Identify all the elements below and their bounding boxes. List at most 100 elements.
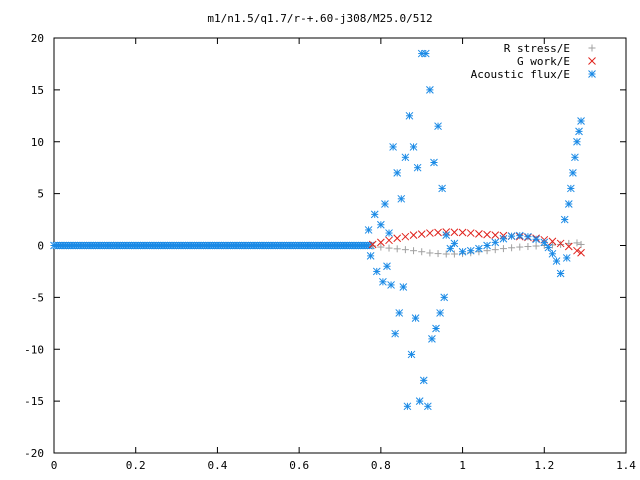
data-point-cross (483, 230, 491, 239)
data-point-cross (466, 229, 475, 237)
data-point-cross (377, 238, 385, 247)
data-point-star (566, 184, 575, 193)
data-point-star (393, 169, 402, 177)
data-point-star (532, 235, 540, 244)
data-point-star (381, 200, 389, 208)
data-point-star (428, 335, 436, 343)
data-point-star (573, 137, 581, 146)
data-point-cross (491, 231, 500, 239)
data-point-star (524, 232, 532, 241)
data-point-star (391, 329, 400, 338)
data-point-star (387, 281, 395, 289)
y-tick-label: 20 (31, 32, 44, 45)
y-tick-label: -15 (24, 395, 44, 408)
data-point-plus (401, 246, 409, 254)
data-point-star (466, 246, 475, 255)
data-point-star (434, 122, 442, 131)
data-point-plus (524, 243, 532, 251)
data-point-star (569, 169, 577, 177)
data-point-star (571, 153, 579, 162)
x-tick-label: 0.8 (371, 459, 391, 472)
data-point-star (483, 241, 491, 250)
data-point-star (426, 86, 434, 94)
data-point-star (405, 111, 414, 120)
data-point-plus (393, 245, 401, 253)
y-tick-label: -5 (31, 291, 44, 304)
data-point-cross (393, 234, 402, 243)
y-tick-label: 10 (31, 136, 44, 149)
data-point-star (560, 215, 569, 224)
data-point-star (395, 309, 404, 317)
series-2 (364, 49, 585, 411)
data-point-star (430, 158, 438, 167)
data-point-star (411, 314, 420, 322)
data-point-cross (368, 240, 377, 249)
data-point-star (403, 402, 412, 411)
data-point-star (370, 210, 379, 219)
data-point-plus (532, 242, 540, 250)
data-point-star (544, 243, 553, 252)
data-point-plus (410, 247, 418, 255)
legend-label: G work/E (517, 55, 570, 68)
data-point-star (450, 239, 459, 248)
data-point-plus (491, 246, 499, 254)
legend-label: Acoustic flux/E (471, 68, 570, 81)
data-point-plus (418, 248, 426, 256)
data-point-star (540, 238, 549, 247)
data-point-plus (450, 250, 458, 258)
data-point-star (564, 200, 573, 208)
data-point-star (432, 324, 440, 333)
chart-title: m1/n1.5/q1.7/r-+.60-j308/M25.0/512 (207, 12, 432, 25)
data-point-star (419, 376, 428, 385)
data-point-plus (588, 44, 596, 52)
data-point-star (421, 49, 430, 58)
y-tick-label: 5 (37, 188, 44, 201)
data-point-star (588, 70, 596, 78)
data-point-star (507, 232, 516, 241)
x-tick-label: 0.4 (207, 459, 227, 472)
data-point-star (515, 231, 524, 240)
data-point-star (389, 143, 397, 151)
series-0 (369, 239, 585, 258)
data-point-cross (434, 228, 442, 237)
data-point-star (548, 249, 557, 258)
data-point-cross (458, 228, 467, 237)
data-point-cross (426, 229, 434, 237)
series-baseline-markers (50, 241, 375, 250)
data-point-star (575, 127, 583, 136)
data-point-cross (417, 230, 426, 238)
data-point-star (475, 244, 483, 253)
data-point-plus (442, 250, 450, 258)
x-tick-label: 0 (51, 459, 58, 472)
data-point-cross (450, 228, 459, 237)
data-layer (50, 49, 585, 411)
legend-label: R stress/E (504, 42, 570, 55)
data-point-star (383, 262, 391, 271)
data-point-star (436, 309, 444, 317)
data-point-star (399, 283, 408, 291)
data-point-plus (426, 249, 434, 257)
x-tick-label: 0.6 (289, 459, 309, 472)
data-point-star (407, 350, 416, 359)
x-tick-label: 1 (459, 459, 466, 472)
data-point-plus (548, 241, 556, 249)
data-point-cross (475, 230, 483, 238)
x-tick-label: 1.4 (616, 459, 636, 472)
data-point-star (379, 277, 387, 286)
data-point-star (458, 247, 467, 256)
axes: 0 0.2 0.4 0.6 0.8 1 1.2 1.4 20 15 10 5 0 -5 -10 -15 -20 (24, 32, 636, 472)
data-point-star (446, 244, 455, 253)
data-point-plus (508, 244, 516, 252)
data-point-plus (385, 244, 393, 252)
data-point-cross (556, 239, 565, 248)
data-point-star (438, 184, 446, 193)
y-tick-label: 15 (31, 84, 44, 97)
data-point-star (442, 231, 451, 239)
data-point-cross (401, 232, 410, 241)
data-point-star (397, 194, 406, 203)
data-point-star (556, 269, 565, 278)
data-point-plus (577, 240, 585, 248)
data-point-cross (548, 237, 557, 246)
